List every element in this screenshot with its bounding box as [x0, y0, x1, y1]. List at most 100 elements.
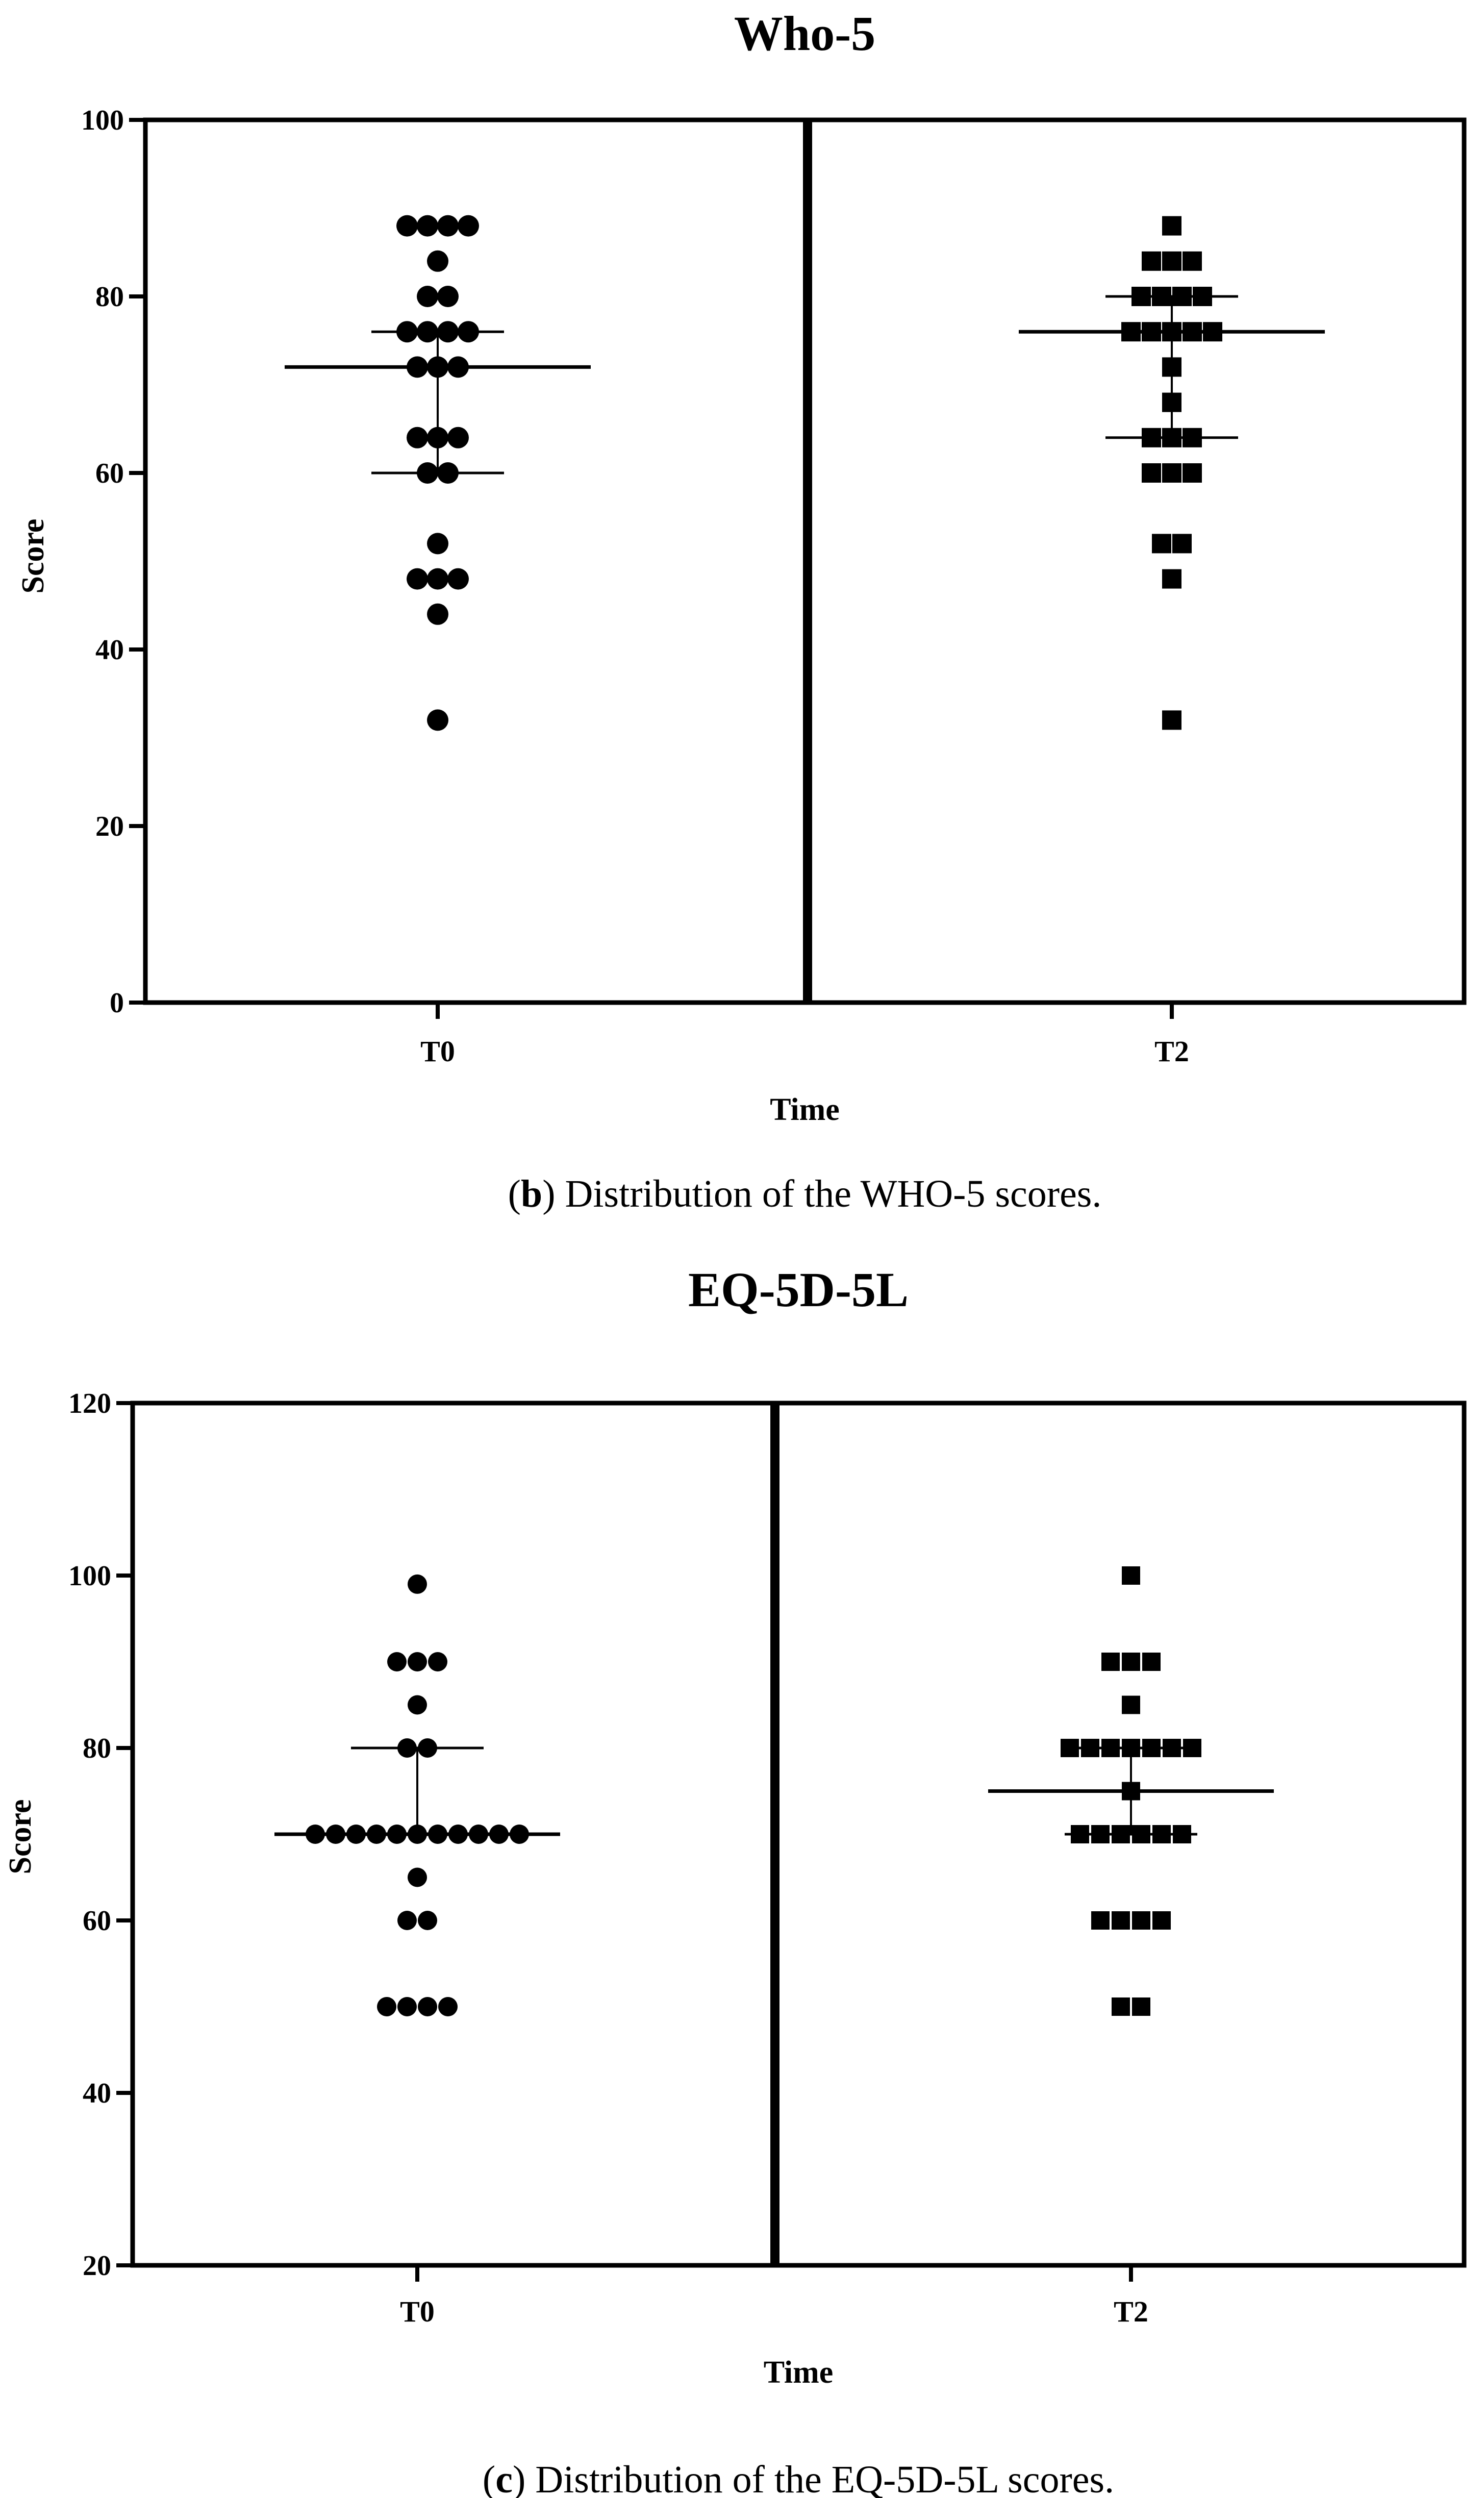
data-point: [1162, 251, 1181, 271]
data-point: [1122, 1695, 1140, 1714]
data-point: [387, 1652, 407, 1671]
data-point: [397, 1997, 417, 2016]
data-point: [408, 1825, 427, 1844]
y-tick-label: 100: [81, 105, 124, 136]
data-point: [1183, 251, 1202, 271]
data-point: [427, 568, 448, 590]
plot-frame: [130, 1401, 1467, 2268]
data-point: [1142, 251, 1161, 271]
y-axis-label: Score: [3, 1800, 38, 1875]
data-point: [407, 427, 428, 448]
data-point: [407, 356, 428, 378]
data-point: [428, 1825, 447, 1844]
data-point: [447, 427, 469, 448]
data-point: [1193, 287, 1212, 306]
data-point: [377, 1997, 396, 2016]
data-point: [428, 1652, 447, 1671]
x-tick-label: T2: [1154, 1035, 1189, 1068]
data-point: [1122, 1739, 1140, 1757]
y-tick-label: 40: [95, 634, 124, 666]
x-tick-label: T0: [420, 1035, 455, 1068]
data-point: [1121, 322, 1141, 342]
data-point: [1152, 1825, 1171, 1843]
data-point: [1162, 216, 1181, 236]
data-point: [396, 215, 418, 237]
data-point: [1132, 1997, 1150, 2016]
data-point: [1162, 322, 1181, 342]
data-point: [427, 709, 448, 731]
y-tick-label: 120: [68, 1388, 111, 1419]
x-axis-label: Time: [770, 1092, 840, 1127]
series-T0: [285, 215, 591, 731]
data-point: [1112, 1911, 1130, 1930]
data-point: [427, 427, 448, 448]
data-point: [1183, 322, 1202, 342]
data-point: [427, 603, 448, 625]
y-tick-label: 60: [83, 1905, 111, 1937]
data-point: [408, 1867, 427, 1887]
caption-text: ) Distribution of the WHO-5 scores.: [542, 1172, 1101, 1215]
data-point: [417, 286, 438, 307]
data-point: [1162, 428, 1181, 447]
data-point: [1162, 710, 1181, 730]
y-tick-label: 20: [83, 2250, 111, 2282]
chart-title: Who-5: [734, 6, 875, 61]
data-point: [510, 1825, 529, 1844]
series-T2: [1019, 216, 1325, 730]
data-point: [427, 533, 448, 555]
data-point: [1071, 1825, 1089, 1843]
data-point: [1091, 1911, 1110, 1930]
data-point: [1142, 463, 1161, 483]
data-point: [1163, 1739, 1181, 1757]
data-point: [1101, 1739, 1120, 1757]
chart-0: Who-5 0 20 40 60 80 100 Score T0 T2 Time (b) Distri…: [16, 6, 1467, 1215]
caption-letter: b: [521, 1172, 542, 1215]
data-point: [1203, 322, 1222, 342]
data-point: [1173, 1825, 1191, 1843]
data-point: [1183, 463, 1202, 483]
data-point: [418, 1738, 437, 1758]
x-tick-label: T0: [400, 2295, 435, 2328]
data-point: [447, 356, 469, 378]
chart-1: EQ-5D-5L 20 40 60 80 100 120 Score T0 T2 Time (c) D…: [3, 1262, 1467, 2498]
data-point: [346, 1825, 366, 1844]
data-point: [417, 215, 438, 237]
caption-letter: c: [495, 2458, 513, 2498]
data-point: [437, 321, 459, 343]
figure-caption: (c) Distribution of the EQ-5D-5L scores.: [483, 2458, 1114, 2498]
y-axis-label: Score: [16, 519, 51, 594]
y-tick-label: 20: [95, 811, 124, 842]
y-tick-label: 40: [83, 2078, 111, 2109]
data-point: [458, 321, 479, 343]
y-tick-label: 0: [110, 987, 124, 1019]
data-point: [427, 250, 448, 272]
y-tick-label: 100: [68, 1560, 111, 1592]
series-T0: [274, 1574, 560, 2016]
data-point: [1122, 1782, 1140, 1801]
data-point: [306, 1825, 325, 1844]
data-point: [1172, 287, 1192, 306]
data-point: [397, 1911, 417, 1930]
data-point: [1142, 428, 1161, 447]
data-point: [1162, 463, 1181, 483]
data-point: [367, 1825, 386, 1844]
data-point: [417, 321, 438, 343]
data-point: [1172, 534, 1192, 554]
caption-open-paren: (: [508, 1172, 521, 1215]
data-point: [1162, 569, 1181, 589]
data-point: [418, 1911, 437, 1930]
data-point: [1162, 392, 1181, 412]
data-point: [1061, 1739, 1079, 1757]
data-point: [489, 1825, 509, 1844]
data-point: [1183, 428, 1202, 447]
data-point: [1142, 322, 1161, 342]
data-point: [1122, 1653, 1140, 1671]
data-point: [1101, 1653, 1120, 1671]
data-point: [1183, 1739, 1201, 1757]
y-tick-label: 80: [95, 281, 124, 313]
data-point: [1112, 1997, 1130, 2016]
data-point: [1091, 1825, 1110, 1843]
data-point: [408, 1574, 427, 1594]
data-point: [1122, 1566, 1140, 1585]
